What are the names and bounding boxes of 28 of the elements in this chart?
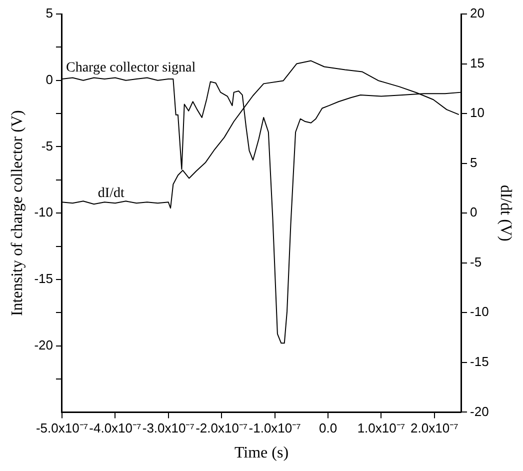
y2-axis-title: dI/dt (V): [497, 184, 514, 242]
x-tick-label: -1.0x10⁻⁷: [248, 420, 302, 436]
y-tick-label: 5: [46, 6, 53, 21]
y2-tick-label: -20: [470, 404, 489, 419]
x-tick-label: -3.0x10⁻⁷: [142, 420, 195, 436]
x-tick-label: 1.0x10⁻⁷: [357, 420, 406, 436]
y-tick-label: -10: [34, 204, 53, 220]
y2-tick-label: 10: [470, 105, 484, 120]
y-tick-label: -20: [34, 337, 53, 352]
series-label: Charge collector signal: [66, 60, 196, 76]
y2-tick-label: -10: [470, 304, 489, 320]
y2-tick-label: 20: [470, 6, 484, 21]
y2-tick-label: -5: [470, 254, 482, 270]
y2-tick-label: -15: [470, 354, 489, 370]
y-tick-label: 0: [46, 72, 53, 87]
x-tick-label: 2.0x10⁻⁷: [410, 420, 459, 436]
y2-tick-label: 5: [470, 154, 478, 170]
y-tick-label: -15: [34, 271, 53, 286]
x-tick-label: 0.0: [318, 420, 338, 436]
x-tick-label: -2.0x10⁻⁷: [196, 420, 248, 436]
y-tick-label: -5: [41, 138, 53, 154]
series-label: dI/dt: [98, 186, 124, 201]
x-tick-label: -4.0x10⁻⁷: [89, 420, 142, 436]
y2-tick-label: 0: [470, 204, 478, 220]
y-axis-title: Intensity of charge collector (V): [8, 110, 26, 316]
x-tick-label: -5.0x10⁻⁷: [36, 420, 88, 436]
x-axis-title: Time (s): [234, 444, 289, 462]
y2-tick-label: 15: [470, 55, 484, 70]
